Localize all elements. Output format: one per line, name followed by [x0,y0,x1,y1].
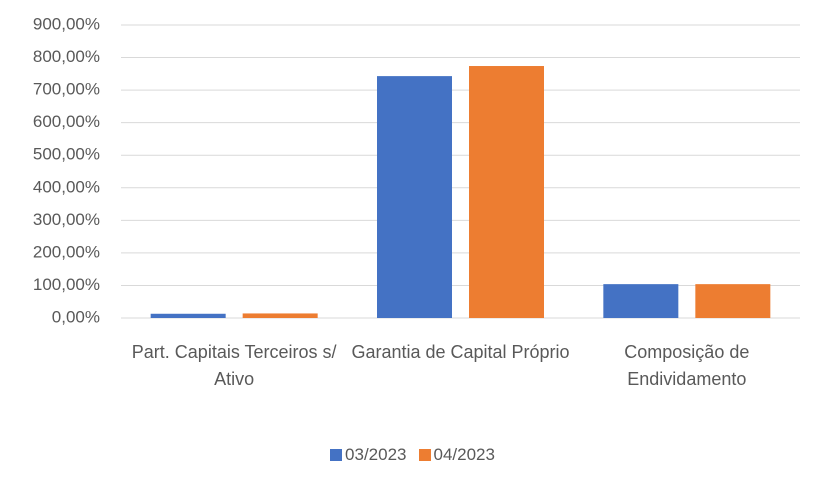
x-tick-label: Composição de Endividamento [624,342,750,389]
x-tick-label: Part. Capitais Terceiros s/ Ativo [131,342,337,389]
y-tick-label: 100,00% [33,275,100,294]
legend-label: 03/2023 [345,445,407,464]
y-tick-label: 900,00% [33,14,100,33]
y-tick-label: 700,00% [33,80,100,99]
legend: 03/2023 04/2023 [0,445,825,466]
y-tick-label: 800,00% [33,47,100,66]
bar [695,284,771,318]
legend-swatch [418,449,431,461]
x-tick-label: Garantia de Capital Próprio [351,342,570,362]
legend-label: 04/2023 [433,445,495,464]
legend-swatch [330,449,343,461]
bar [603,284,679,318]
y-tick-label: 300,00% [33,210,100,229]
bar [150,313,226,318]
bar [242,313,318,318]
y-tick-label: 200,00% [33,242,100,261]
y-tick-label: 600,00% [33,112,100,131]
y-tick-label: 500,00% [33,145,100,164]
bar [377,76,452,319]
bar [469,66,544,319]
y-tick-label: 0,00% [52,307,100,326]
legend-item: 03/2023 [330,445,407,465]
y-tick-label: 400,00% [33,177,100,196]
legend-item: 04/2023 [418,445,495,465]
